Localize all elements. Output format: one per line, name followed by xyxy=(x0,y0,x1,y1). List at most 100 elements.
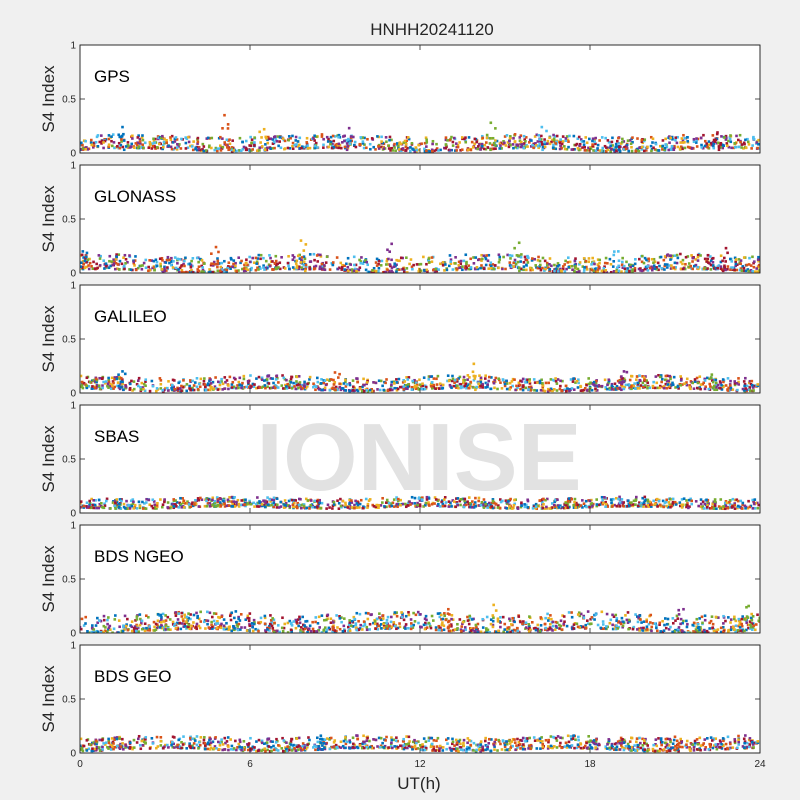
data-point xyxy=(207,271,211,273)
data-point xyxy=(249,135,252,139)
data-point xyxy=(483,631,487,633)
data-point xyxy=(109,387,113,391)
data-point xyxy=(502,255,505,259)
data-point xyxy=(248,149,251,152)
data-point xyxy=(267,263,271,267)
data-point xyxy=(636,504,640,508)
data-point xyxy=(643,138,647,141)
data-point xyxy=(636,147,640,151)
data-point xyxy=(216,498,220,501)
data-point xyxy=(543,389,547,393)
data-point xyxy=(248,144,251,147)
data-point xyxy=(613,388,616,391)
peak-point xyxy=(617,269,621,273)
data-point xyxy=(118,135,122,139)
data-point xyxy=(543,507,547,510)
data-point xyxy=(325,507,328,510)
data-point xyxy=(686,139,689,143)
data-point xyxy=(589,617,592,621)
data-point xyxy=(205,137,209,140)
data-point xyxy=(251,148,254,151)
data-point xyxy=(648,500,651,504)
data-point xyxy=(309,503,313,507)
data-point xyxy=(216,149,219,153)
data-point xyxy=(194,146,198,150)
data-point xyxy=(175,505,178,508)
peak-point xyxy=(334,388,337,392)
data-point xyxy=(366,506,369,509)
data-point xyxy=(657,149,661,152)
data-point xyxy=(292,381,295,385)
data-point xyxy=(161,503,165,506)
data-point xyxy=(683,146,687,150)
data-point xyxy=(446,374,450,377)
data-point xyxy=(739,499,743,503)
data-point xyxy=(232,385,236,389)
data-point xyxy=(472,386,475,389)
data-point xyxy=(529,389,532,392)
data-point xyxy=(130,629,134,633)
data-point xyxy=(368,142,372,146)
data-point xyxy=(216,147,220,151)
data-point xyxy=(114,501,117,505)
data-point xyxy=(686,145,690,149)
data-point xyxy=(344,385,348,388)
data-point xyxy=(689,387,692,391)
data-point xyxy=(141,138,145,142)
data-point xyxy=(96,266,99,270)
data-point xyxy=(452,500,456,503)
data-point xyxy=(338,136,342,139)
data-point xyxy=(618,381,621,384)
data-point xyxy=(392,498,396,501)
data-point xyxy=(481,626,485,629)
data-point xyxy=(101,386,104,390)
data-point xyxy=(561,140,565,143)
data-point xyxy=(738,505,742,509)
data-point xyxy=(720,383,723,387)
data-point xyxy=(466,500,469,504)
data-point xyxy=(274,503,278,506)
data-point xyxy=(273,146,276,150)
data-point xyxy=(208,611,212,615)
data-point xyxy=(102,146,105,150)
data-point xyxy=(486,146,490,149)
data-point xyxy=(136,141,139,144)
data-point xyxy=(374,269,378,273)
data-point xyxy=(658,384,662,388)
data-point xyxy=(621,256,624,260)
data-point xyxy=(610,499,614,503)
data-point xyxy=(393,142,396,146)
data-point xyxy=(308,624,312,628)
data-point xyxy=(296,145,300,148)
data-point xyxy=(291,134,294,138)
peak-point xyxy=(715,132,719,136)
data-point xyxy=(131,498,135,501)
data-point xyxy=(585,268,589,271)
data-point xyxy=(177,506,181,509)
data-point xyxy=(599,149,603,153)
data-point xyxy=(303,382,306,386)
data-point xyxy=(147,269,150,273)
data-point xyxy=(256,149,259,153)
data-point xyxy=(604,502,608,506)
data-point xyxy=(572,503,575,507)
data-point xyxy=(350,506,354,509)
data-point xyxy=(428,150,432,153)
data-point xyxy=(459,385,463,388)
data-point xyxy=(478,143,481,146)
data-point xyxy=(681,147,684,151)
data-point xyxy=(514,388,517,392)
peak-point xyxy=(721,269,725,273)
data-point xyxy=(153,507,157,510)
data-point xyxy=(699,505,703,509)
data-point xyxy=(222,270,226,273)
data-point xyxy=(470,140,474,144)
data-point xyxy=(671,500,675,504)
data-point xyxy=(213,502,217,505)
data-point xyxy=(276,135,280,138)
data-point xyxy=(563,145,566,148)
data-point xyxy=(269,137,273,141)
data-point xyxy=(107,145,111,149)
data-point xyxy=(699,387,702,391)
data-point xyxy=(143,502,146,505)
